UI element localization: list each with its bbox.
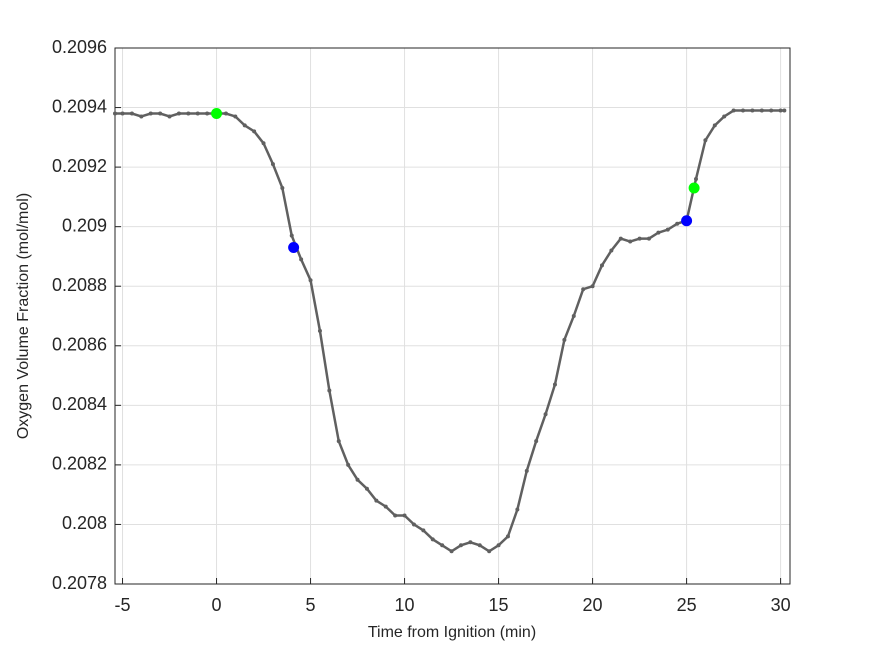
data-point <box>477 543 482 548</box>
data-point <box>195 111 200 116</box>
y-tick-label: 0.2084 <box>52 394 107 414</box>
data-point <box>782 108 787 113</box>
data-point <box>769 108 774 113</box>
data-point <box>205 111 210 116</box>
data-point <box>158 111 163 116</box>
data-point <box>252 129 257 134</box>
x-axis-label: Time from Ignition (min) <box>368 624 536 641</box>
data-point <box>665 227 670 232</box>
data-point <box>270 162 275 167</box>
plot-frame <box>114 47 791 585</box>
data-point <box>402 513 407 518</box>
data-point <box>374 498 379 503</box>
data-point <box>750 108 755 113</box>
data-point <box>167 114 172 119</box>
y-tick-label: 0.2088 <box>52 275 107 295</box>
data-point <box>383 504 388 509</box>
data-point <box>317 328 322 333</box>
data-point <box>722 114 727 119</box>
x-tick-label: -5 <box>115 595 131 615</box>
data-point <box>336 439 341 444</box>
data-point <box>543 412 548 417</box>
data-point <box>120 111 125 116</box>
y-tick-label: 0.208 <box>62 513 107 533</box>
x-tick-label: 15 <box>489 595 509 615</box>
x-tick-label: 30 <box>771 595 791 615</box>
data-point <box>242 123 247 128</box>
data-point <box>759 108 764 113</box>
data-point <box>233 114 238 119</box>
event-marker <box>688 182 700 194</box>
data-point <box>628 239 633 244</box>
data-point <box>646 236 651 241</box>
data-point <box>656 230 661 235</box>
data-point <box>740 108 745 113</box>
data-point <box>590 284 595 289</box>
data-point <box>524 468 529 473</box>
data-point <box>289 233 294 238</box>
y-tick-label: 0.2082 <box>52 454 107 474</box>
data-point <box>186 111 191 116</box>
data-point <box>703 138 708 143</box>
data-point <box>411 522 416 527</box>
data-point <box>458 543 463 548</box>
data-point <box>308 278 313 283</box>
data-point <box>440 543 445 548</box>
y-tick-label: 0.2096 <box>52 37 107 57</box>
y-axis-label: Oxygen Volume Fraction (mol/mol) <box>15 193 32 439</box>
data-point <box>637 236 642 241</box>
data-point <box>487 549 492 554</box>
y-tick-label: 0.2086 <box>52 335 107 355</box>
event-marker <box>211 108 223 120</box>
data-point <box>731 108 736 113</box>
data-point <box>505 534 510 539</box>
data-point <box>609 248 614 253</box>
data-point <box>562 337 567 342</box>
data-point <box>223 111 228 116</box>
data-point <box>618 236 623 241</box>
data-point <box>571 314 576 318</box>
data-point <box>327 388 332 393</box>
y-tick-label: 0.209 <box>62 215 107 235</box>
data-point <box>430 537 435 542</box>
data-point <box>599 263 604 268</box>
data-point <box>364 486 369 491</box>
event-marker <box>681 215 693 227</box>
y-tick-label: 0.2078 <box>52 573 107 593</box>
y-tick-label: 0.2094 <box>52 96 107 116</box>
data-point <box>129 111 134 116</box>
x-tick-label: 10 <box>395 595 415 615</box>
data-point <box>534 439 539 444</box>
x-tick-label: 25 <box>677 595 697 615</box>
data-point <box>148 111 153 116</box>
y-tick-label: 0.2092 <box>52 156 107 176</box>
data-point <box>468 540 473 545</box>
data-point <box>421 528 426 533</box>
data-point <box>261 141 266 146</box>
x-tick-label: 20 <box>583 595 603 615</box>
data-point <box>449 549 454 554</box>
data-point <box>346 462 351 467</box>
data-point <box>581 287 586 292</box>
data-point <box>113 111 117 116</box>
x-tick-label: 5 <box>306 595 316 615</box>
data-point <box>712 123 717 128</box>
data-point <box>280 185 285 190</box>
data-point <box>778 108 783 113</box>
data-point <box>355 477 360 482</box>
data-point <box>139 114 144 119</box>
event-marker <box>288 242 300 254</box>
data-point <box>299 257 304 262</box>
data-point <box>176 111 181 116</box>
x-tick-label: 0 <box>212 595 222 615</box>
data-point <box>675 221 680 226</box>
data-point <box>552 382 557 387</box>
data-point <box>515 507 520 512</box>
data-point <box>496 543 501 548</box>
data-point <box>393 513 398 518</box>
data-point <box>693 177 698 182</box>
